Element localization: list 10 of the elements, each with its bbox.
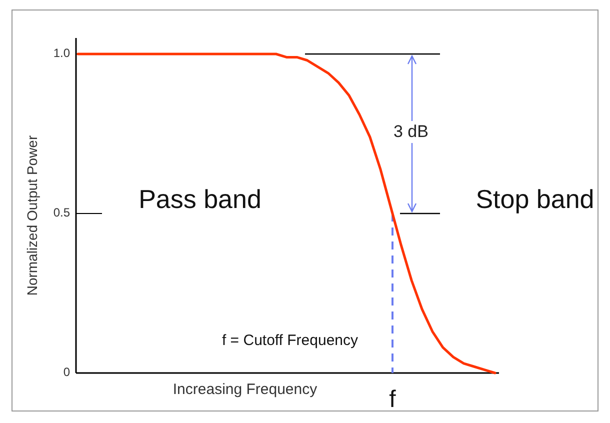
annotation: Stop band xyxy=(476,184,594,214)
annotation: 3 dB xyxy=(394,122,428,141)
annotation: f = Cutoff Frequency xyxy=(222,332,359,349)
y-tick-label: 0 xyxy=(63,365,70,380)
x-axis-title: Increasing Frequency xyxy=(172,381,318,398)
y-axis-title: Normalized Output Power xyxy=(24,135,40,296)
annotation: Pass band xyxy=(138,184,262,214)
y-tick-label: 1.0 xyxy=(53,46,70,60)
text: f xyxy=(389,386,396,413)
y-tick-label: 0.5 xyxy=(53,206,70,220)
